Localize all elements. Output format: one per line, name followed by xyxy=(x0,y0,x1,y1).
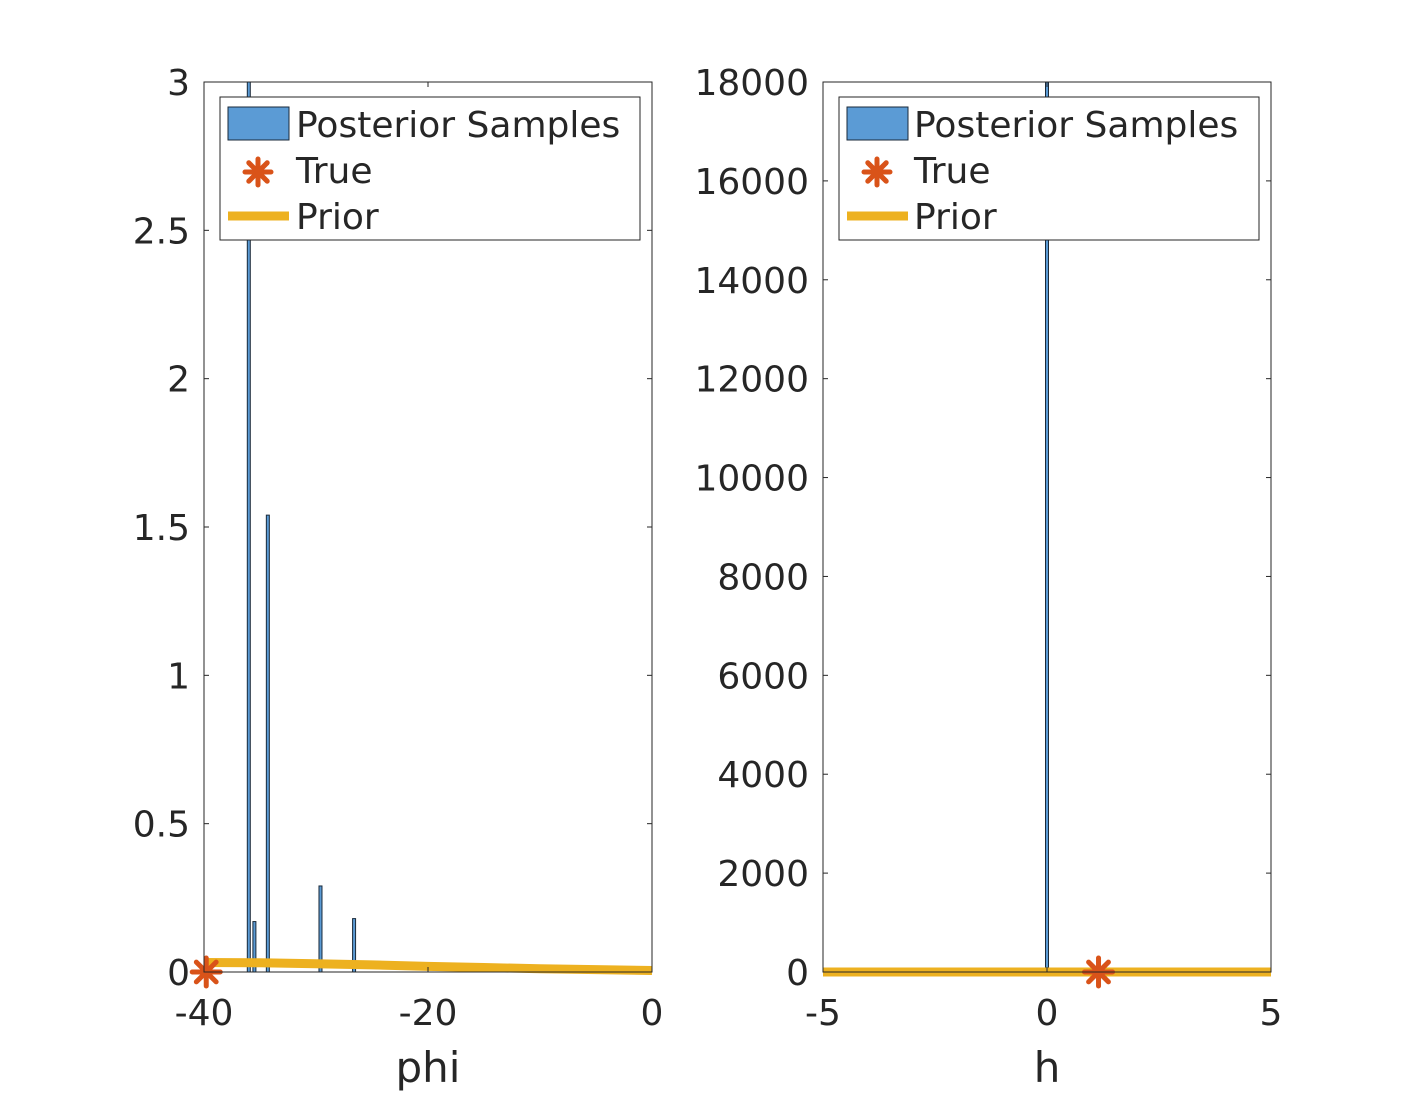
h-legend-prior-label: Prior xyxy=(914,197,997,238)
h-histogram-panel: 0 2000 4000 6000 8000 10000 12000 14000 16000 180… xyxy=(694,63,1282,1092)
phi-legend: Posterior Samples True Prior xyxy=(219,96,641,241)
phi-y-tick-label: 2.5 xyxy=(133,211,190,252)
phi-legend-posterior-label: Posterior Samples xyxy=(296,105,620,146)
h-y-tick-label: 18000 xyxy=(694,63,809,104)
h-y-tick-label: 8000 xyxy=(717,557,809,598)
h-y-tick-label: 4000 xyxy=(717,755,809,796)
h-y-tick-label: 12000 xyxy=(694,360,809,401)
phi-legend-prior-label: Prior xyxy=(296,197,379,238)
h-legend-star xyxy=(861,156,893,188)
phi-x-tick-label: 0 xyxy=(641,993,664,1034)
h-legend-posterior-label: Posterior Samples xyxy=(914,105,1238,146)
h-y-tick-label: 10000 xyxy=(694,459,809,500)
phi-legend-posterior-swatch xyxy=(227,106,290,141)
phi-legend-star-stroke xyxy=(246,160,270,184)
h-legend-posterior-swatch xyxy=(846,106,909,141)
h-y-tick-label: 2000 xyxy=(717,854,809,895)
phi-posterior-bar xyxy=(265,514,270,973)
h-legend-true-marker xyxy=(861,156,893,188)
phi-legend-true-label: True xyxy=(295,151,372,192)
phi-legend-true-marker xyxy=(242,156,274,188)
h-x-tick-label: 0 xyxy=(1036,993,1059,1034)
h-legend-star-stroke xyxy=(865,160,889,184)
phi-y-tick-label: 2 xyxy=(167,360,190,401)
h-x-tick-label: -5 xyxy=(805,993,841,1034)
h-y-tick-label: 0 xyxy=(786,953,809,994)
phi-prior-line xyxy=(203,958,653,976)
phi-histogram-panel: 0 0.5 1 1.5 2 2.5 3 -40 -20 0 phi Posterior Sampl… xyxy=(133,63,664,1092)
phi-posterior-bar xyxy=(318,885,323,973)
phi-y-tick-label: 0 xyxy=(167,953,190,994)
phi-y-tick-label: 0.5 xyxy=(133,805,190,846)
phi-legend-star xyxy=(242,156,274,188)
h-legend-true-label: True xyxy=(913,151,990,192)
h-y-tick-label: 6000 xyxy=(717,656,809,697)
h-x-axis-label: h xyxy=(1034,1043,1061,1092)
phi-y-tick-label: 1.5 xyxy=(133,508,190,549)
phi-x-tick-label: -40 xyxy=(175,993,234,1034)
h-y-tick-label: 14000 xyxy=(694,261,809,302)
phi-x-tick-label: -20 xyxy=(399,993,458,1034)
phi-x-axis-label: phi xyxy=(396,1043,461,1092)
h-legend: Posterior Samples True Prior xyxy=(838,96,1260,241)
phi-y-tick-label: 1 xyxy=(167,656,190,697)
h-x-tick-label: 5 xyxy=(1260,993,1283,1034)
phi-y-tick-label: 3 xyxy=(167,63,190,104)
h-y-tick-label: 16000 xyxy=(694,162,809,203)
